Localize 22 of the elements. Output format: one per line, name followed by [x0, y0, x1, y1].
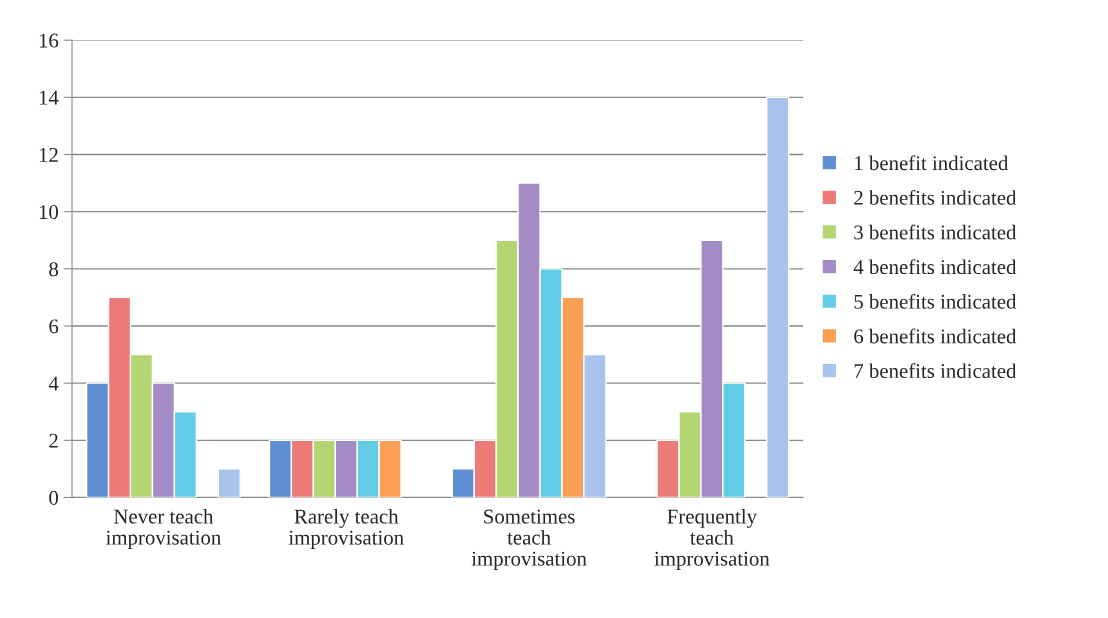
y-tick-label: 16: [39, 33, 59, 48]
y-tick-label: 8: [49, 262, 59, 277]
legend-label: 3 benefits indicated: [854, 224, 1017, 240]
x-tick-label: Frequently teach improvisation: [654, 508, 770, 570]
y-tick-label: 12: [39, 147, 58, 162]
y-tick-label: 2: [49, 433, 58, 448]
legend-label: 1 benefit indicated: [855, 155, 1009, 171]
bar: [217, 468, 241, 498]
y-tick-label: 6: [49, 319, 59, 334]
x-tick-label: Rarely teach improvisation: [288, 508, 404, 549]
y-tick-label: 0: [49, 490, 59, 505]
y-tick-label: 4: [48, 376, 59, 391]
legend-label: 7 benefits indicated: [854, 363, 1017, 379]
bar: [766, 96, 790, 498]
legend-label: 5 benefits indicated: [854, 293, 1017, 309]
legend-label: 6 benefits indicated: [854, 328, 1017, 344]
x-tick-label: Never teach improvisation: [106, 508, 221, 549]
y-tick-label: 14: [39, 90, 59, 105]
legend-label: 2 benefits indicated: [854, 189, 1017, 205]
y-tick-label: 10: [39, 205, 59, 220]
legend-label: 4 benefits indicated: [853, 259, 1017, 275]
x-tick-label: Sometimes teach improvisation: [471, 509, 587, 570]
